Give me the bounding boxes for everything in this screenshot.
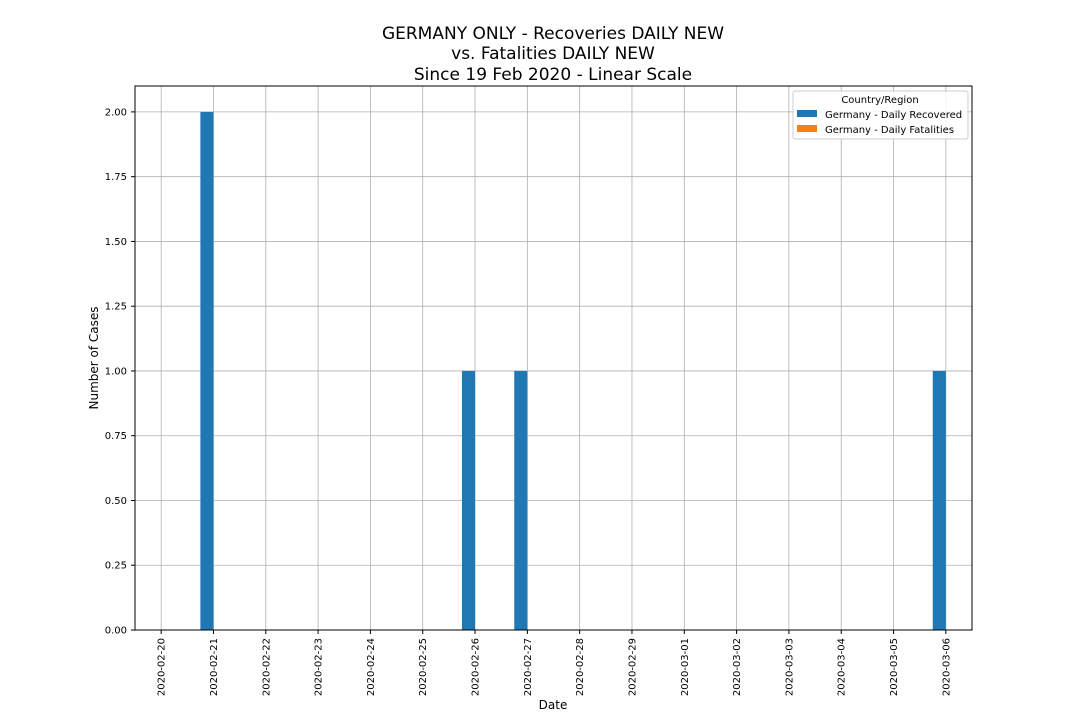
- y-axis-label: Number of Cases: [87, 306, 101, 409]
- x-tick-label: 2020-03-01: [680, 638, 691, 696]
- x-tick-label: 2020-02-28: [575, 638, 586, 696]
- legend-label-fatalities: Germany - Daily Fatalities: [825, 125, 954, 136]
- legend-label-recovered: Germany - Daily Recovered: [825, 110, 962, 121]
- x-tick-label: 2020-03-05: [889, 638, 900, 696]
- x-tick-label: 2020-02-23: [314, 638, 325, 696]
- y-tick-label: 1.75: [105, 172, 127, 183]
- x-tick-label: 2020-02-24: [366, 638, 377, 696]
- title-line-2: vs. Fatalities DAILY NEW: [451, 44, 655, 64]
- x-tick-label: 2020-02-20: [157, 638, 168, 696]
- x-tick-label: 2020-03-06: [941, 638, 952, 696]
- bar-recovered: [461, 370, 476, 630]
- legend: Country/Region Germany - Daily Recovered…: [792, 90, 969, 140]
- title-line-3: Since 19 Feb 2020 - Linear Scale: [414, 65, 692, 85]
- x-axis-ticks: 2020-02-20 2020-02-21 2020-02-22 2020-02-23…: [157, 630, 952, 696]
- y-axis-ticks: 0.00 0.25 0.50 0.75 1.00 1.25 1.50 1.75 2.00: [105, 107, 135, 637]
- x-tick-label: 2020-02-26: [471, 638, 482, 696]
- legend-title: Country/Region: [841, 95, 918, 106]
- legend-box: [792, 90, 969, 140]
- y-tick-label: 1.25: [105, 302, 127, 313]
- bar-recovered: [932, 370, 946, 630]
- y-tick-label: 0.00: [105, 626, 127, 637]
- y-tick-label: 0.75: [105, 431, 127, 442]
- plot-frame: [134, 85, 973, 631]
- x-tick-label: 2020-03-02: [732, 638, 743, 696]
- x-tick-label: 2020-02-29: [627, 638, 638, 696]
- title-line-1: GERMANY ONLY - Recoveries DAILY NEW: [382, 24, 724, 44]
- y-tick-label: 1.50: [105, 237, 127, 248]
- x-tick-label: 2020-02-27: [523, 638, 534, 696]
- chart-title: GERMANY ONLY - Recoveries DAILY NEW vs. …: [382, 24, 724, 85]
- y-tick-label: 0.25: [105, 561, 127, 572]
- x-tick-label: 2020-02-21: [209, 638, 220, 696]
- y-tick-label: 2.00: [105, 107, 127, 118]
- x-tick-label: 2020-03-03: [784, 638, 795, 696]
- x-tick-label: 2020-02-25: [418, 638, 429, 696]
- x-axis-label: Date: [539, 698, 568, 712]
- y-tick-label: 0.50: [105, 496, 127, 507]
- bar-recovered: [200, 111, 214, 630]
- x-tick-label: 2020-03-04: [837, 638, 848, 696]
- legend-swatch-recovered: [797, 110, 817, 117]
- x-tick-label: 2020-02-22: [261, 638, 272, 696]
- grid: [135, 86, 972, 631]
- legend-swatch-fatalities: [797, 125, 817, 132]
- bar-recovered: [514, 370, 528, 630]
- y-tick-label: 1.00: [105, 366, 127, 377]
- bars: [200, 111, 946, 630]
